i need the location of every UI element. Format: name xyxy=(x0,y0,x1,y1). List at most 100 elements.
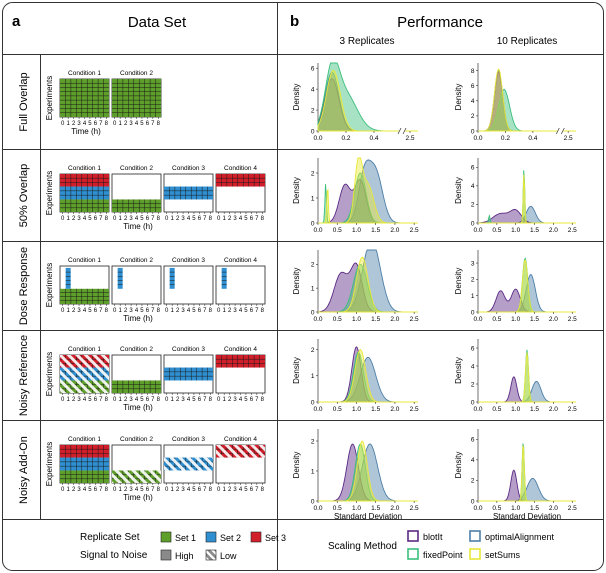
tick-label: 8 xyxy=(105,308,109,314)
tick-label: 1 xyxy=(66,397,70,403)
y-tick-label: 1 xyxy=(311,195,315,202)
tick-label: 8 xyxy=(105,121,109,127)
tick-label: 8 xyxy=(209,487,213,493)
tick-label: 6 xyxy=(146,397,150,403)
condition-box: Condition 1 0 1 2 3 4 5 6 7 8 xyxy=(59,436,110,493)
tick-label: 4 xyxy=(135,216,139,222)
tick-label: 1 xyxy=(66,121,70,127)
replicate-block-set3 xyxy=(216,355,265,368)
tick-label: 4 xyxy=(239,216,243,222)
condition-title: Condition 4 xyxy=(224,436,257,443)
tick-label: 5 xyxy=(88,308,92,314)
tick-label: 3 xyxy=(77,308,81,314)
x-tick-label: 0.5 xyxy=(492,505,501,512)
tick-label: 2 xyxy=(72,487,76,493)
y-tick-label: 2 xyxy=(471,478,475,485)
tick-label: 4 xyxy=(135,308,139,314)
condition-box: Condition 2 0 1 2 3 4 5 6 7 8 xyxy=(111,257,162,314)
y-tick-label: 1 xyxy=(311,285,315,292)
x-tick-label: 0.0 xyxy=(313,505,322,512)
tick-label: 7 xyxy=(203,308,207,314)
x-tick-label: 2.5 xyxy=(405,135,414,142)
y-tick-label: 6 xyxy=(471,165,475,172)
tick-label: 8 xyxy=(157,216,161,222)
panel-b-letter: b xyxy=(290,13,299,30)
tick-label: 2 xyxy=(124,216,128,222)
y-tick-label: 2 xyxy=(311,262,315,269)
tick-label: 3 xyxy=(77,121,81,127)
row-label: Full Overlap xyxy=(18,72,30,131)
tick-label: 8 xyxy=(261,487,265,493)
tick-label: 5 xyxy=(140,121,144,127)
y-tick-label: 2 xyxy=(471,381,475,388)
x-tick-label: 1.5 xyxy=(371,316,380,323)
x-tick-label: 1.0 xyxy=(511,227,520,234)
tick-label: 6 xyxy=(198,308,202,314)
tick-label: 4 xyxy=(83,121,87,127)
tick-label: 7 xyxy=(255,216,259,222)
x-tick-label: 2.5 xyxy=(568,505,577,512)
condition-title: Condition 4 xyxy=(224,257,257,264)
y-tick-label: 2 xyxy=(471,277,475,284)
condition-box: Condition 2 0 1 2 3 4 5 6 7 8 xyxy=(111,165,162,222)
tick-label: 4 xyxy=(239,308,243,314)
tick-label: 1 xyxy=(222,216,226,222)
y-tick-label: 0 xyxy=(471,498,475,505)
tick-label: 5 xyxy=(140,487,144,493)
legend-method-label: fixedPoint xyxy=(423,550,463,560)
tick-label: 1 xyxy=(170,397,174,403)
x-tick-label: 0.0 xyxy=(473,227,482,234)
replicate-block-set3 xyxy=(216,174,265,187)
x-tick-label: 0.5 xyxy=(333,227,342,234)
tick-label: 6 xyxy=(146,487,150,493)
y-tick-label: 1 xyxy=(311,373,315,380)
tick-label: 0 xyxy=(113,216,117,222)
tick-label: 0 xyxy=(61,216,65,222)
density-chart: 0.0 0.5 1.0 1.5 2.0 2.5 0 1 2 Density xyxy=(292,249,419,323)
replicate-block-set2 xyxy=(164,186,213,200)
tick-label: 1 xyxy=(66,308,70,314)
y-tick-label: 6 xyxy=(471,83,475,90)
tick-label: 5 xyxy=(192,487,196,493)
schematic-ylabel: Experiments xyxy=(45,171,54,215)
tick-label: 3 xyxy=(181,397,185,403)
row-label: Noisy Reference xyxy=(18,335,30,416)
density-area-setSums xyxy=(478,352,576,403)
tick-label: 7 xyxy=(151,397,155,403)
legend-set-label: Set 3 xyxy=(265,533,286,543)
y-tick-label: 0 xyxy=(471,399,475,406)
tick-label: 5 xyxy=(244,397,248,403)
tick-label: 1 xyxy=(170,487,174,493)
tick-label: 4 xyxy=(83,487,87,493)
replicate-block-set1 xyxy=(112,79,161,117)
x-tick-label: 2.0 xyxy=(390,227,399,234)
axis-break xyxy=(557,128,564,134)
x-tick-label: 2.0 xyxy=(549,505,558,512)
x-tick-label: 2.5 xyxy=(410,227,419,234)
x-tick-label: 2.0 xyxy=(549,316,558,323)
x-tick-label: 0.5 xyxy=(492,406,501,413)
tick-label: 8 xyxy=(209,216,213,222)
tick-label: 4 xyxy=(239,397,243,403)
tick-label: 4 xyxy=(135,397,139,403)
legend-swatch-set1 xyxy=(160,531,172,543)
density-area-setSums xyxy=(318,348,418,403)
tick-label: 6 xyxy=(198,216,202,222)
tick-label: 6 xyxy=(94,487,98,493)
panel-b-title: Performance xyxy=(397,14,483,31)
legend-noise-label: High xyxy=(175,551,194,561)
tick-label: 0 xyxy=(61,308,65,314)
axis-break-mark xyxy=(561,127,565,135)
legend-method-label: setSums xyxy=(485,550,521,560)
low-noise-hatch xyxy=(164,457,213,471)
tick-label: 6 xyxy=(146,216,150,222)
y-tick-label: 2 xyxy=(471,113,475,120)
tick-label: 1 xyxy=(66,487,70,493)
legend-noise-title: Signal to Noise xyxy=(80,550,148,561)
y-tick-label: 2 xyxy=(471,202,475,209)
panel-a-title: Data Set xyxy=(128,14,187,31)
tick-label: 2 xyxy=(228,308,232,314)
tick-label: 6 xyxy=(250,308,254,314)
y-tick-label: 0 xyxy=(311,128,315,135)
